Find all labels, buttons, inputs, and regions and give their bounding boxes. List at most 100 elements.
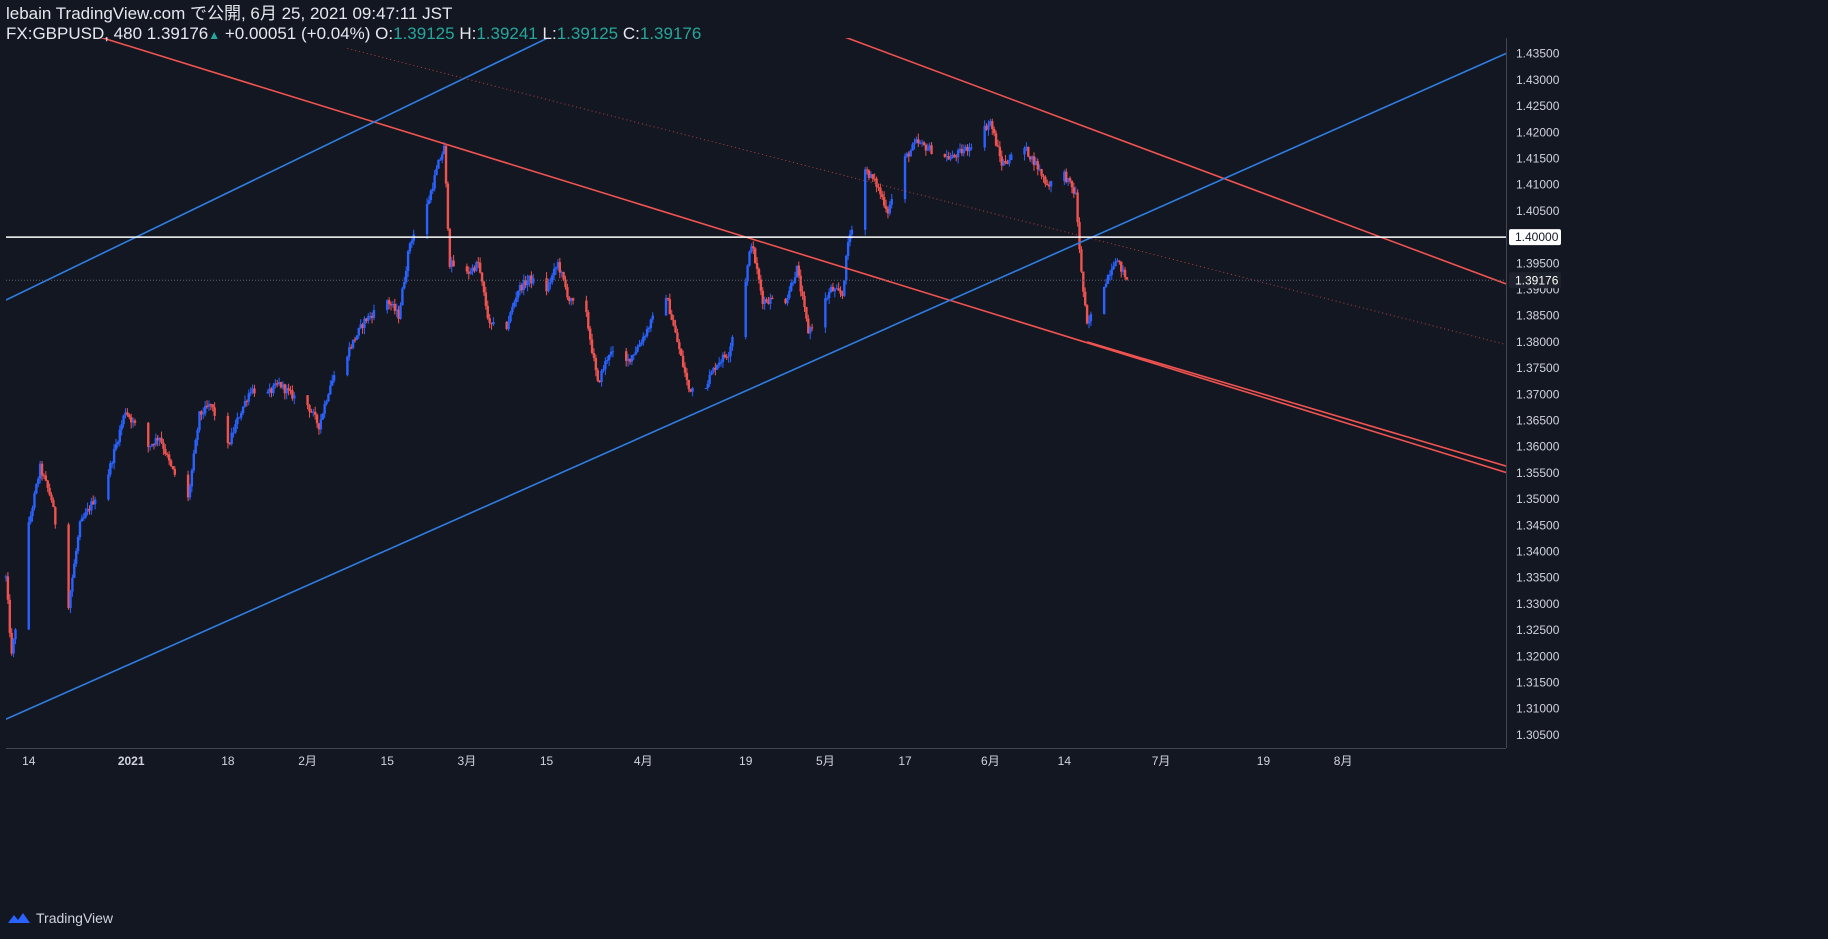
- candle-body: [725, 356, 728, 358]
- horizontal-level-label: 1.40000: [1515, 230, 1559, 244]
- candle-body: [241, 406, 245, 414]
- candle-body: [289, 390, 292, 392]
- candle-body: [958, 148, 962, 151]
- candle-body: [752, 246, 755, 249]
- candle-body: [704, 388, 708, 390]
- price-tick-label: 1.42000: [1516, 125, 1560, 139]
- candle-body: [482, 281, 486, 293]
- candle-body: [321, 413, 324, 420]
- red-dotted-midline: [347, 47, 1506, 346]
- candle-body: [1108, 275, 1112, 277]
- candle-body: [545, 278, 548, 292]
- candle-body: [410, 240, 414, 244]
- price-tick-label: 1.36000: [1516, 440, 1560, 454]
- candle-body: [518, 285, 522, 291]
- candle-body: [564, 279, 567, 288]
- candle-body: [949, 158, 952, 160]
- candle-body: [865, 169, 869, 171]
- candle-body: [236, 417, 239, 425]
- candle-body: [604, 360, 607, 370]
- candle-body: [88, 508, 91, 511]
- price-tick-label: 1.38500: [1516, 309, 1560, 323]
- candle-body: [930, 145, 933, 154]
- candle-body: [203, 405, 207, 414]
- candle-body: [530, 275, 533, 284]
- candle-body: [833, 289, 837, 292]
- candle-body: [943, 153, 947, 157]
- candle-body: [664, 298, 668, 316]
- candle-body: [196, 430, 199, 440]
- candle-body: [287, 388, 290, 391]
- candle-body: [634, 351, 637, 355]
- candle-body: [490, 322, 493, 325]
- candle-body: [243, 401, 247, 407]
- open-value: 1.39125: [393, 24, 455, 43]
- candle-body: [323, 404, 326, 414]
- candle-body: [731, 336, 734, 347]
- candle-body: [691, 388, 694, 392]
- candle-body: [272, 385, 275, 394]
- candle-body: [114, 444, 118, 450]
- candle-body: [76, 537, 80, 552]
- time-tick-label: 19: [1257, 754, 1271, 768]
- candle-body: [645, 328, 649, 336]
- candle-body: [1008, 160, 1011, 164]
- candle-body: [989, 121, 992, 125]
- horizontal-level-badge: [1509, 229, 1561, 246]
- candle-body: [879, 187, 882, 195]
- time-tick-label: 3月: [458, 754, 477, 768]
- candle-body: [84, 512, 87, 518]
- candle-body: [915, 139, 918, 143]
- candle-body: [689, 388, 692, 392]
- candle-body: [706, 383, 709, 389]
- candle-body: [1120, 261, 1123, 272]
- price-tick-label: 1.41000: [1516, 178, 1560, 192]
- candle-body: [238, 417, 241, 419]
- candle-body: [368, 315, 372, 317]
- candle-body: [279, 382, 283, 388]
- candle-body: [73, 563, 76, 578]
- candle-body: [308, 405, 311, 412]
- candle-body: [791, 282, 795, 284]
- candle-body: [154, 437, 158, 445]
- candle-body: [884, 205, 888, 209]
- candle-body: [1070, 180, 1074, 188]
- candle-body: [886, 208, 890, 214]
- candle-body: [1125, 277, 1129, 280]
- candle-body: [827, 292, 831, 298]
- candle-body: [945, 156, 948, 158]
- candle-body: [437, 160, 440, 169]
- price-tick-label: 1.31500: [1516, 676, 1560, 690]
- red-upper-channel-line: [845, 38, 1506, 285]
- candle-body: [1049, 181, 1053, 187]
- candle-body: [642, 336, 645, 343]
- candle-body: [166, 454, 169, 456]
- time-tick-label: 6月: [981, 754, 1000, 768]
- candle-body: [167, 454, 171, 461]
- publish-info: lebain TradingView.com で公開, 6月 25, 2021 …: [6, 4, 453, 23]
- candle-body: [755, 263, 759, 269]
- candle-body: [408, 243, 412, 252]
- candle-body: [234, 424, 237, 433]
- candle-body: [674, 325, 677, 333]
- candle-body: [357, 328, 360, 336]
- candle-body: [293, 395, 296, 399]
- time-tick-label: 15: [381, 754, 395, 768]
- candle-body: [441, 154, 444, 160]
- candle-body: [471, 267, 474, 272]
- candle-body: [994, 133, 998, 146]
- candle-body: [1034, 161, 1038, 166]
- candle-body: [1087, 321, 1091, 324]
- candle-body: [90, 501, 93, 511]
- candle-body: [120, 424, 123, 430]
- candle-body: [1004, 160, 1007, 164]
- candle-body: [727, 356, 730, 358]
- candle-body: [232, 432, 235, 434]
- candle-body: [922, 142, 926, 145]
- candle-body: [370, 315, 374, 318]
- candle-body: [249, 392, 252, 394]
- price-tick-label: 1.33500: [1516, 571, 1560, 585]
- candle-body: [1072, 187, 1076, 194]
- candle-body: [985, 125, 988, 130]
